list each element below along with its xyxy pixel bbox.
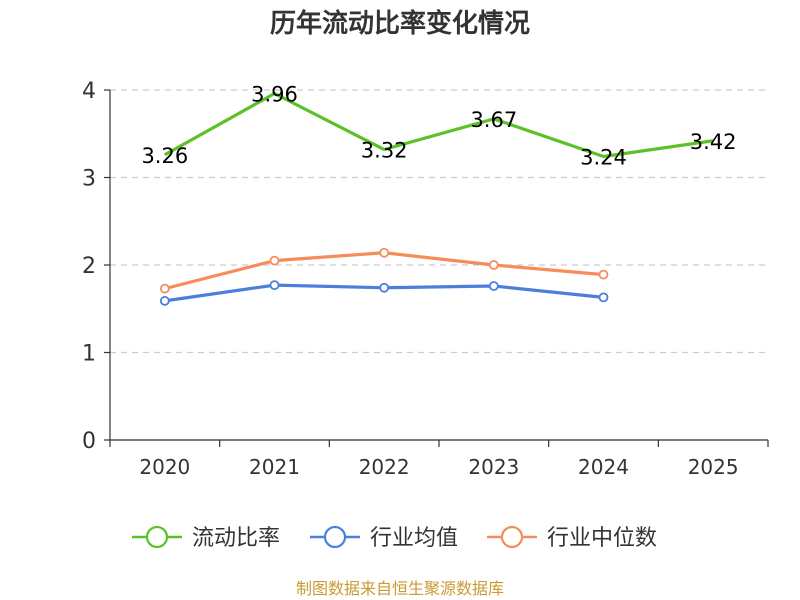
legend-marker: [145, 525, 169, 549]
y-tick-label: 4: [82, 79, 96, 104]
y-tick-label: 2: [82, 254, 96, 279]
legend-item-1[interactable]: 行业均值: [310, 525, 458, 551]
y-tick-label: 1: [82, 342, 96, 367]
data-point: [379, 282, 390, 293]
legend-marker: [500, 525, 524, 549]
legend-item-0[interactable]: 流动比率: [132, 525, 280, 551]
data-point: [379, 247, 390, 258]
x-tick-label: 2025: [688, 455, 739, 479]
data-point: [488, 281, 499, 291]
legend-label: 流动比率: [192, 526, 280, 551]
data-point: [269, 255, 280, 266]
data-point: [598, 269, 609, 280]
series-layer: [159, 91, 714, 306]
x-tick-label: 2023: [468, 455, 519, 479]
data-label-layer: 3.26 3.96 3.32 3.67 3.24 3.42: [141, 83, 736, 170]
legend-item-2[interactable]: 行业中位数: [487, 525, 657, 551]
x-tick-label: 2024: [578, 455, 629, 479]
axis-layer: 0 1 2 3 4 2020 2021 2022 2023 2024 2025: [82, 79, 769, 479]
data-label: 3.24: [580, 146, 627, 170]
x-tick-label: 2022: [359, 455, 410, 479]
chart-title: 历年流动比率变化情况: [270, 8, 530, 39]
data-point: [159, 295, 170, 306]
legend: 流动比率 行业均值 行业中位数: [132, 525, 657, 551]
series-line-0: [164, 91, 714, 159]
legend-label: 行业均值: [370, 526, 458, 551]
data-label: 3.32: [361, 139, 408, 163]
data-label: 3.26: [141, 144, 188, 168]
data-point: [269, 280, 280, 291]
data-point: [598, 292, 609, 303]
data-point: [159, 283, 170, 294]
legend-marker: [323, 525, 347, 549]
source-note: 制图数据来自恒生聚源数据库: [296, 579, 504, 598]
data-label: 3.96: [251, 83, 298, 107]
legend-label: 行业中位数: [547, 526, 657, 551]
y-tick-label: 3: [82, 167, 96, 192]
data-point: [488, 260, 499, 270]
x-tick-label: 2020: [139, 455, 190, 479]
data-label: 3.67: [470, 108, 517, 132]
data-label: 3.42: [690, 130, 737, 154]
x-tick-label: 2021: [249, 455, 300, 479]
y-tick-label: 0: [82, 429, 96, 454]
